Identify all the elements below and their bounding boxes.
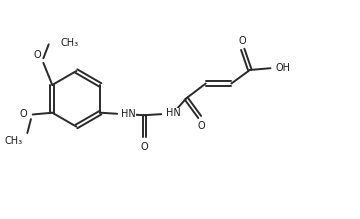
Text: O: O xyxy=(19,110,27,120)
Text: O: O xyxy=(198,120,205,131)
Text: CH₃: CH₃ xyxy=(5,136,23,146)
Text: O: O xyxy=(239,36,247,46)
Text: CH₃: CH₃ xyxy=(60,38,78,48)
Text: HN: HN xyxy=(166,108,180,118)
Text: HN: HN xyxy=(121,109,136,119)
Text: O: O xyxy=(141,141,148,152)
Text: O: O xyxy=(33,50,41,60)
Text: OH: OH xyxy=(275,63,290,73)
